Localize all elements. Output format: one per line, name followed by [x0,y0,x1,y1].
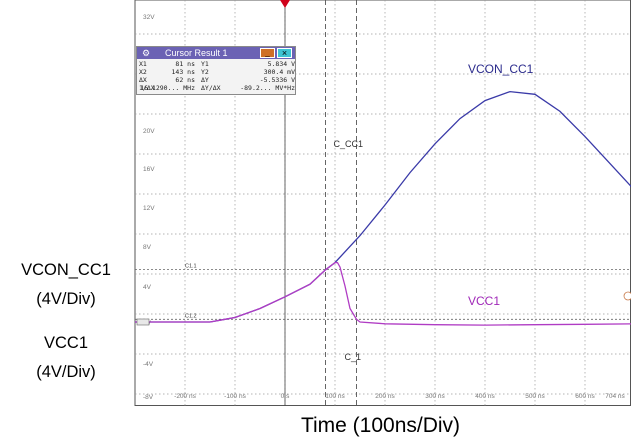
cursor-row-3: ΔX 62 ns ΔY -5.5336 V [139,76,295,84]
cursor-x1-value: 81 ns [175,60,195,68]
series-label-vcon-cc1: VCON_CC1 [468,62,534,76]
x-tick-label: 500 ns [525,393,545,400]
cursor-level-label: C1.2 [185,313,197,319]
cursor-x2-value: 143 ns [171,68,195,76]
gear-icon[interactable]: ⚙ [141,48,151,58]
series-label-vcc1: VCC1 [468,294,500,308]
cursor-label-c-1: C_1 [345,352,362,362]
x-tick-label: -200 ns [174,393,196,400]
cursor-label-c-cc1: C_CC1 [334,139,364,149]
cursor-slope-value: -89.2... MV*Hz [240,84,295,92]
trigger-level-icon [623,291,631,301]
close-icon[interactable]: × [277,48,292,58]
x-tick-label: 200 ns [375,393,395,400]
cursor-level-label: C1.1 [185,263,197,269]
x-tick-label: 300 ns [425,393,445,400]
cursor-result-panel[interactable]: ⚙ Cursor Result 1 _ × X1 81 ns Y1 5.834 … [136,46,296,95]
cursor-result-title-bar[interactable]: ⚙ Cursor Result 1 _ × [137,47,295,59]
x-axis-title: Time (100ns/Div) [300,414,461,437]
y-tick-label: -8V [143,394,154,401]
series-vcc1-trace [135,261,631,326]
cursor-dy-label: ΔY [201,76,209,84]
ground-marker-icon [136,318,150,326]
trigger-marker-icon [280,0,290,8]
x-tick-label: 0 s [281,393,290,400]
x-tick-label: 100 ns [325,393,345,400]
cursor-row-1: X1 81 ns Y1 5.834 V [139,60,295,68]
vcon-cc1-side-name: VCON_CC1 [21,261,111,279]
vcc1-side-scale: (4V/Div) [36,363,96,381]
cursor-row-4: 1/ΔX 16.1290... MHz ΔY/ΔX -89.2... MV*Hz [139,84,295,92]
cursor-row-2: X2 143 ns Y2 300.4 mV [139,68,295,76]
cursor-y1-value: 5.834 V [267,60,295,68]
x-tick-label: 704 ns [605,393,625,400]
cursor-dx-label: ΔX [139,76,147,84]
y-tick-label: 4V [143,284,152,291]
cursor-inv-dx-value: 16.1290... MHz [140,84,195,92]
y-tick-label: 20V [143,128,155,135]
y-tick-label: 8V [143,244,152,251]
x-tick-label: -100 ns [224,393,246,400]
cursor-x1-label: X1 [139,60,147,68]
cursor-slope-label: ΔY/ΔX [201,84,221,92]
x-tick-label: 600 ns [575,393,595,400]
cursor-result-title: Cursor Result 1 [165,48,228,58]
cursor-x2-label: X2 [139,68,147,76]
cursor-y1-label: Y1 [201,60,209,68]
y-tick-label: 32V [143,14,155,21]
cursor-inv-dx-label: 1/ΔX [139,84,155,92]
y-tick-label: -4V [143,361,154,368]
x-tick-label: 400 ns [475,393,495,400]
vcc1-side-name: VCC1 [43,334,88,352]
vcon-cc1-side-scale: (4V/Div) [36,290,96,308]
cursor-dy-value: -5.5336 V [259,76,295,84]
cursor-y2-value: 300.4 mV [263,68,295,76]
cursor-dx-value: 62 ns [175,76,195,84]
cursor-y2-label: Y2 [201,68,209,76]
y-tick-label: 12V [143,205,155,212]
minimize-icon[interactable]: _ [260,48,275,58]
y-tick-label: 16V [143,166,155,173]
